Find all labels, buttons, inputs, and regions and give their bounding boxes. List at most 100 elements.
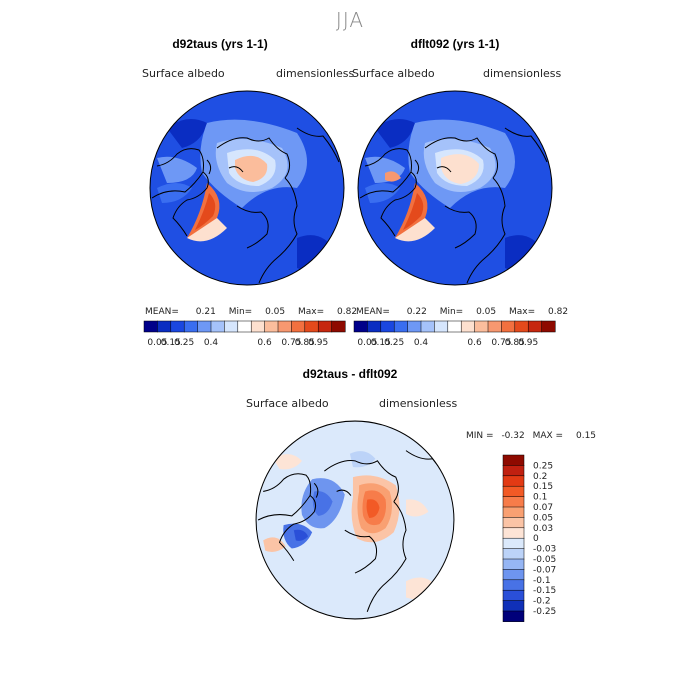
colorbar-tick-label: 0.4 [414,338,429,348]
colorbar-swatch [143,320,158,333]
panel2-title: dflt092 (yrs 1-1) [410,37,500,51]
colorbar-tick-label: 0.1 [533,493,547,503]
max-label: MAX = [532,431,564,441]
colorbar-swatch [502,579,525,591]
colorbar-swatch [317,320,333,333]
panel3-stats: MIN = -0.32 MAX = 0.15 [466,431,596,441]
colorbar-tick-label: 0.75 [491,338,511,348]
colorbar-swatch [210,320,225,333]
min-value: 0.05 [265,307,286,317]
colorbar-swatch [170,320,185,333]
panel1-left-label: Surface albedo [142,67,225,80]
max-label: Max= [298,307,325,317]
min-value: -0.32 [501,431,525,441]
colorbar-swatch [250,320,266,333]
min-label: Min= [228,307,253,317]
colorbar-swatch [380,320,395,333]
colorbar-swatch [487,320,502,333]
colorbar-tick-label: 0.15 [161,338,181,348]
colorbar-swatch [474,320,489,333]
max-value: 0.82 [337,307,358,317]
panel2-right-label: dimensionless [483,67,562,80]
mean-label: MEAN= [145,307,179,317]
colorbar-swatch [197,320,212,333]
colorbar-swatch [502,537,525,550]
colorbar-tick-label: 0.95 [518,338,538,348]
colorbar-tick-label: 0.4 [204,338,219,348]
colorbar-tick-label: -0.15 [533,586,556,596]
colorbar-tick-label: 0.05 [147,338,167,348]
colorbar-swatch [541,320,556,333]
colorbar-swatch [527,320,543,333]
panel2-map [357,90,553,286]
colorbar-swatch [264,320,279,333]
colorbar-tick-label: 0.75 [281,338,301,348]
colorbar-swatch [447,320,462,333]
colorbar-swatch [502,454,525,466]
colorbar-tick-label: -0.25 [533,607,556,617]
colorbar-swatch [502,475,525,487]
panel1-stats: MEAN= 0.21 Min= 0.05 Max= 0.82 [145,307,357,317]
colorbar-swatch [502,548,525,560]
colorbar-swatch [502,506,525,518]
colorbar-tick-label: 0.85 [295,338,315,348]
panel3-colorbar: 0.250.20.150.10.070.050.030-0.03-0.05-0.… [502,454,556,622]
panel1-title: d92taus (yrs 1-1) [172,37,268,51]
colorbar-tick-label: -0.2 [533,597,551,607]
panel1-map [149,90,345,286]
mean-value: 0.22 [406,307,427,317]
colorbar-swatch [502,496,525,508]
colorbar-swatch [407,320,422,333]
colorbar-swatch [224,320,239,333]
colorbar-tick-label: -0.03 [533,545,556,555]
min-value: 0.05 [476,307,497,317]
colorbar-tick-label: 0.15 [371,338,391,348]
max-value: 0.15 [575,431,597,441]
colorbar-tick-label: -0.05 [533,555,556,565]
colorbar-tick-label: -0.07 [533,565,556,575]
mean-label: MEAN= [356,307,390,317]
colorbar-swatch [237,320,252,333]
colorbar-swatch [502,589,525,602]
colorbar-tick-label: 0.05 [357,338,377,348]
colorbar-tick-label: 0.95 [308,338,328,348]
colorbar-swatch [460,320,476,333]
colorbar-tick-label: 0.03 [533,524,553,534]
colorbar-swatch [514,320,529,333]
panel1-right-label: dimensionless [276,67,355,80]
min-label: Min= [439,307,464,317]
panel3-map [255,420,455,620]
panel2-colorbar: 0.050.150.25 0.4 0.6 0.750.850.95 [353,320,556,348]
panel3-title: d92taus - dflt092 [302,367,398,381]
panel3-left-label: Surface albedo [246,397,329,410]
colorbar-swatch [501,320,516,333]
colorbar-tick-label: 0.85 [505,338,525,348]
colorbar-swatch [393,320,409,333]
colorbar-swatch [502,558,525,570]
colorbar-swatch [183,320,199,333]
colorbar-swatch [304,320,319,333]
colorbar-tick-label: 0.2 [533,472,547,482]
season-title: JJA [335,8,365,32]
colorbar-tick-label: 0.07 [533,503,553,513]
colorbar-swatch [502,600,525,612]
colorbar-swatch [502,569,525,581]
max-label: Max= [509,307,536,317]
colorbar-swatch [331,320,346,333]
panel2-left-label: Surface albedo [352,67,435,80]
colorbar-tick-label: 0 [533,534,539,544]
colorbar-swatch [502,527,525,539]
colorbar-swatch [353,320,368,333]
colorbar-swatch [291,320,306,333]
colorbar-tick-label: 0.6 [257,338,272,348]
colorbar-swatch [420,320,435,333]
colorbar-tick-label: -0.1 [533,576,551,586]
colorbar-swatch [502,610,525,622]
panel2-stats: MEAN= 0.22 Min= 0.05 Max= 0.82 [356,307,568,317]
mean-value: 0.21 [195,307,216,317]
colorbar-swatch [502,517,525,529]
colorbar-swatch [367,320,382,333]
colorbar-swatch [502,465,525,477]
colorbar-swatch [434,320,449,333]
colorbar-swatch [502,485,525,498]
